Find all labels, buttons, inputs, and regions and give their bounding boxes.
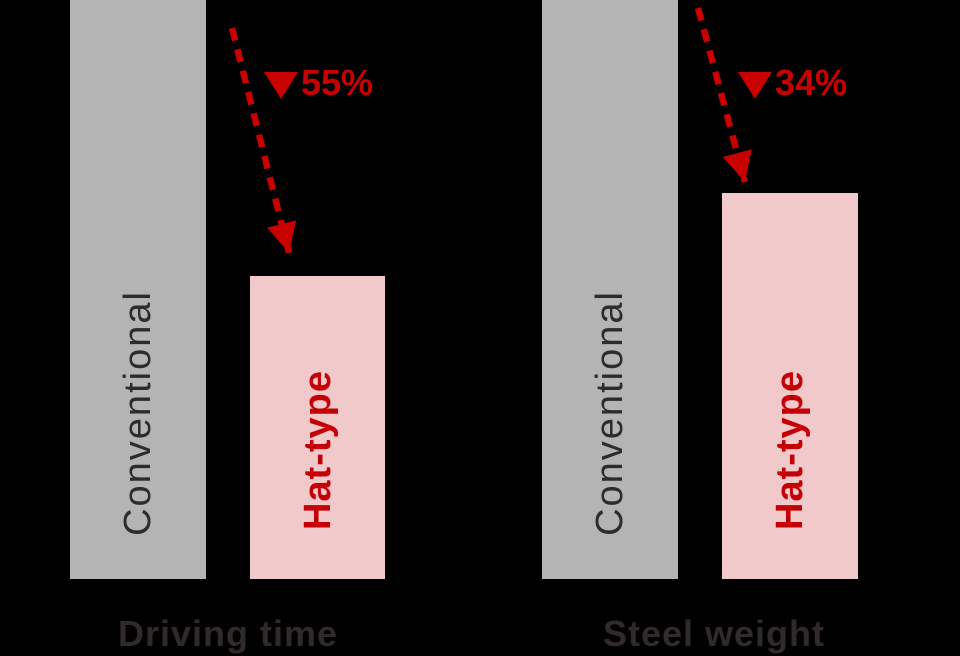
bar-conventional-driving-time: Conventional <box>70 0 206 579</box>
down-triangle-icon <box>738 72 772 99</box>
reduction-value: 34% <box>775 62 848 103</box>
bar-hat-type-steel-weight: Hat-type <box>722 193 858 579</box>
bar-hat-type-driving-time: Hat-type <box>250 276 385 579</box>
bar-label-hat-type: Hat-type <box>769 369 811 531</box>
down-triangle-icon <box>264 72 298 99</box>
reduction-callout-driving-time: 55% <box>264 65 373 101</box>
chart-title-steel-weight: Steel weight <box>602 613 826 654</box>
bar-label-conventional: Conventional <box>589 290 631 536</box>
bar-label-conventional: Conventional <box>117 290 159 536</box>
bar-conventional-steel-weight: Conventional <box>542 0 678 579</box>
reduction-value: 55% <box>301 62 374 103</box>
reduction-callout-steel-weight: 34% <box>738 65 847 101</box>
chart-title-driving-time: Driving time <box>117 613 339 654</box>
bar-label-hat-type: Hat-type <box>296 369 339 531</box>
dashed-arrow-icon-driving-time <box>228 27 297 254</box>
